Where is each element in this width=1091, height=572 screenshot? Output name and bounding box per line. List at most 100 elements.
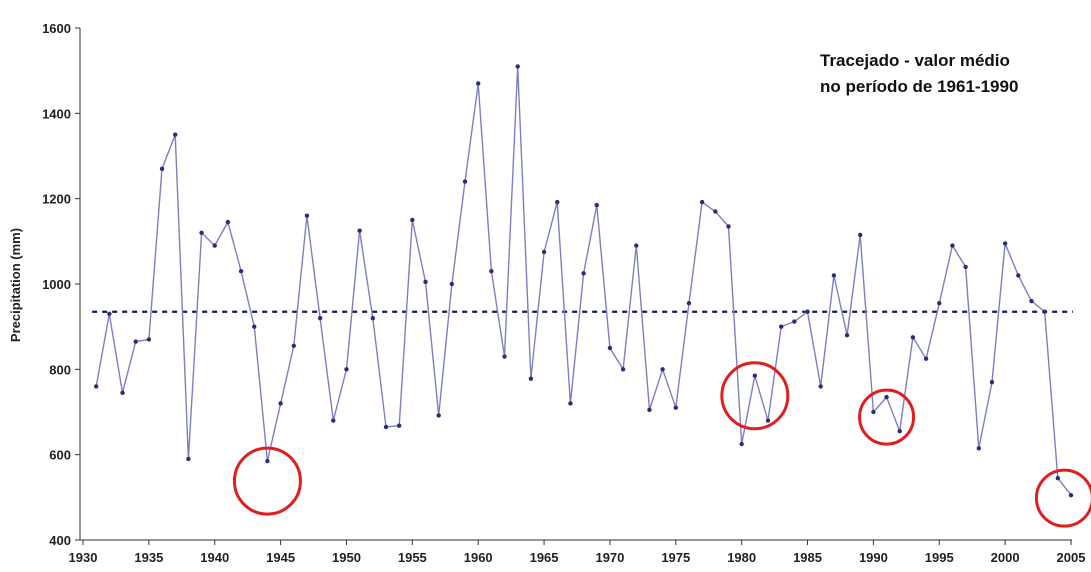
highlight-circle [858, 388, 916, 446]
x-tick-label: 1975 [661, 550, 690, 565]
annotation-line-2: no período de 1961-1990 [820, 77, 1018, 96]
data-point [1055, 475, 1061, 481]
data-point [238, 269, 244, 274]
annotation-line-1: Tracejado - valor médio [820, 51, 1010, 70]
x-tick-label: 1985 [793, 550, 822, 565]
data-point [515, 64, 520, 69]
data-point [581, 271, 586, 276]
data-point [555, 199, 560, 205]
x-tick-label: 1940 [200, 550, 229, 565]
x-tick-label: 1965 [530, 550, 559, 565]
data-point [818, 384, 823, 389]
highlight-circle [720, 361, 790, 431]
series-precipitation [93, 64, 1074, 498]
data-point [265, 458, 270, 464]
data-point [383, 424, 389, 430]
data-point [93, 384, 99, 389]
data-point [923, 356, 929, 361]
y-tick-label: 800 [49, 362, 71, 377]
y-tick-label: 1200 [42, 192, 71, 207]
data-point [173, 132, 178, 137]
data-point [317, 315, 323, 321]
x-tick-label: 1990 [859, 550, 888, 565]
y-tick-label: 600 [49, 448, 71, 463]
y-tick-label: 1400 [42, 106, 71, 121]
data-point [199, 230, 204, 235]
y-tick-label: 1000 [42, 277, 71, 292]
data-point [107, 311, 112, 317]
data-point [252, 324, 257, 329]
x-tick-label: 1960 [464, 550, 493, 565]
data-point [937, 301, 942, 306]
data-point [620, 367, 626, 372]
highlight-circles [232, 361, 1091, 528]
data-point [1002, 241, 1008, 246]
data-point [752, 373, 758, 378]
data-point [225, 219, 231, 225]
data-point [831, 273, 837, 278]
data-point [805, 309, 810, 314]
x-tick-label: 1930 [69, 550, 98, 565]
data-point [871, 409, 876, 415]
data-point [726, 224, 731, 229]
data-point [647, 407, 652, 413]
x-tick-label: 1970 [595, 550, 624, 565]
data-point [607, 345, 613, 351]
data-point [278, 401, 283, 406]
data-point [489, 269, 494, 274]
data-point [858, 232, 863, 238]
data-point [963, 264, 968, 270]
x-tick-label: 2000 [991, 550, 1020, 565]
data-point [660, 367, 665, 372]
data-point [291, 343, 296, 349]
data-point [502, 354, 507, 359]
data-point [739, 441, 744, 447]
data-point [950, 243, 955, 248]
x-tick-label: 1945 [266, 550, 295, 565]
data-point [423, 279, 428, 285]
data-point [699, 199, 705, 205]
x-tick-label: 2005 [1057, 550, 1086, 565]
data-point [410, 217, 415, 223]
data-point [910, 335, 916, 340]
data-point [462, 179, 468, 184]
data-point [186, 456, 191, 462]
data-point [159, 166, 165, 171]
series-line [95, 66, 1072, 496]
data-point [844, 333, 850, 338]
data-point [594, 202, 599, 208]
data-point [897, 429, 902, 434]
data-point [304, 213, 310, 218]
x-tick-label: 1980 [727, 550, 756, 565]
data-point [344, 367, 349, 372]
data-point [146, 337, 152, 342]
data-point [634, 243, 639, 248]
data-point [686, 301, 692, 306]
data-point [1068, 493, 1074, 498]
data-point [476, 81, 481, 86]
data-point [1042, 309, 1047, 314]
data-point [396, 423, 402, 428]
data-point [449, 281, 455, 287]
y-tick-label: 1600 [42, 21, 71, 36]
data-point [528, 376, 534, 381]
data-point [1029, 298, 1034, 304]
highlight-circle [232, 446, 302, 516]
data-point [120, 390, 125, 395]
data-point [541, 249, 547, 255]
x-tick-label: 1950 [332, 550, 361, 565]
x-tick-label: 1955 [398, 550, 427, 565]
y-axis-label: Precipitation (mm) [8, 228, 23, 342]
data-point [133, 339, 138, 344]
data-point [989, 379, 995, 385]
axes: 400 600 800 1000 1200 1400 1600 1930 1935 1940 194… [42, 21, 1085, 565]
data-point [436, 413, 441, 418]
data-point [1016, 273, 1021, 278]
data-point [357, 228, 362, 233]
data-point [976, 446, 981, 451]
data-point [568, 401, 573, 406]
data-point [212, 243, 217, 248]
data-point [778, 324, 784, 329]
data-point [884, 394, 889, 400]
